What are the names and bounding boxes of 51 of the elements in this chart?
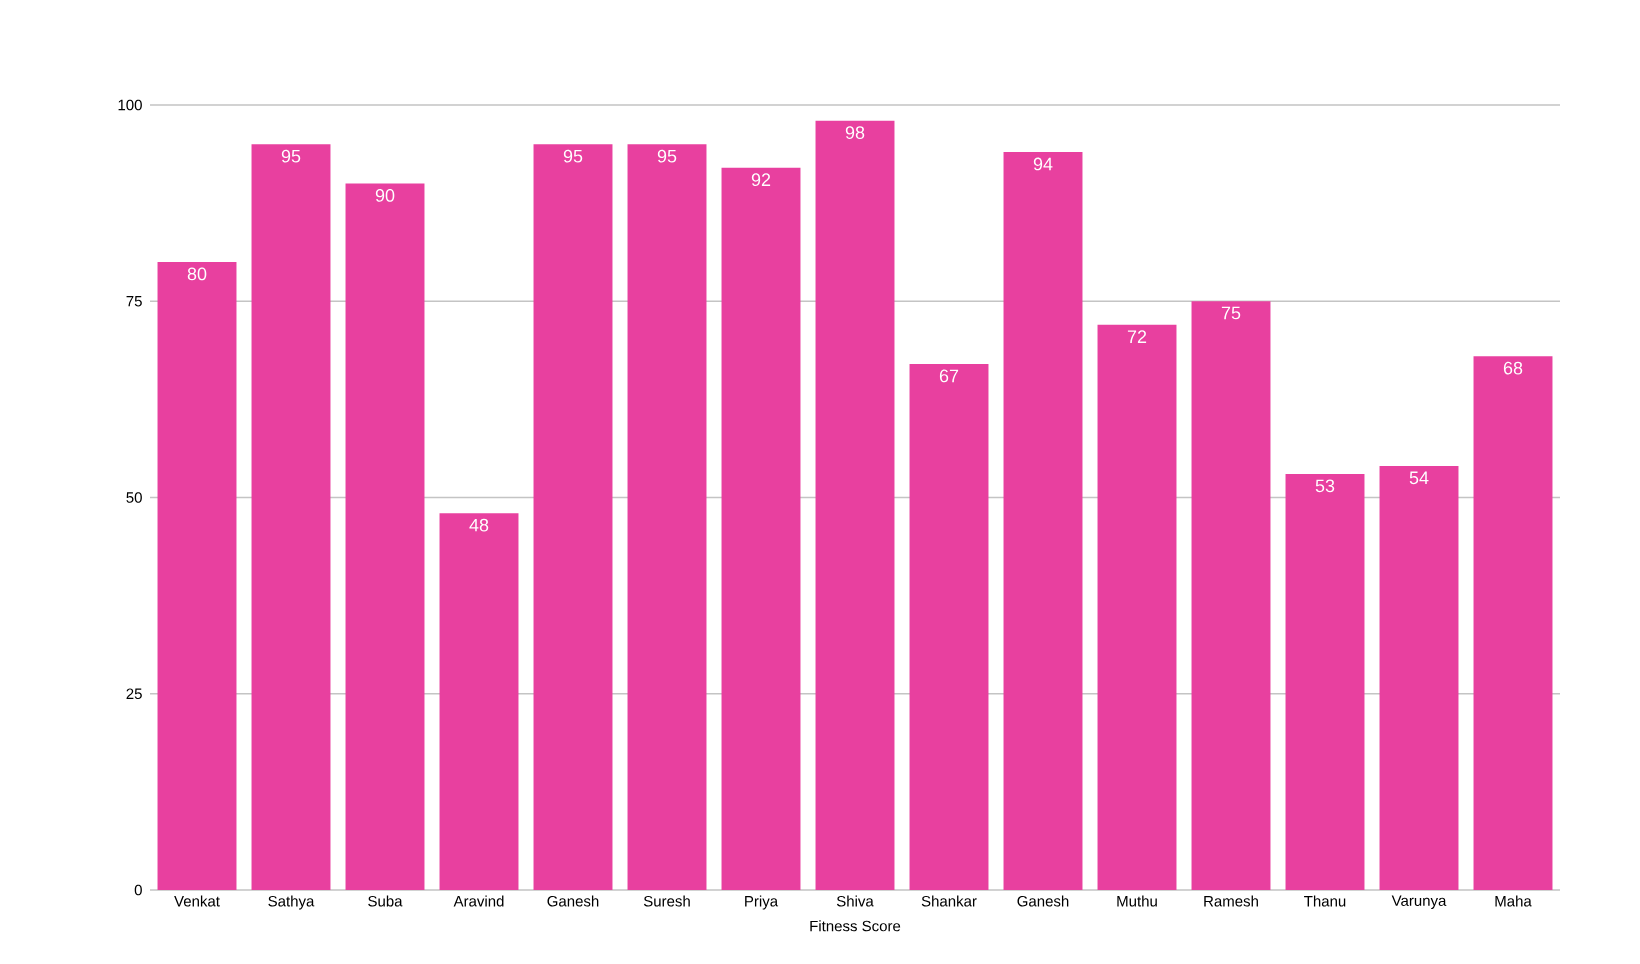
x-tick-label: Thanu [1304, 895, 1346, 907]
data-label: 80 [187, 267, 207, 281]
x-tick-label: Suresh [643, 895, 690, 907]
bar [157, 261, 237, 890]
y-tick-label: 75 [126, 296, 142, 307]
x-axis-title: Fitness Score [810, 920, 901, 932]
bar [721, 167, 801, 890]
data-label: 75 [1221, 306, 1241, 320]
data-label: 72 [1127, 330, 1147, 343]
bar [909, 364, 989, 890]
data-label: 94 [1033, 157, 1053, 171]
x-tick-label: Muthu [1117, 895, 1157, 907]
x-tick-label: Aravind [453, 895, 504, 907]
x-tick-label: Ramesh [1204, 895, 1258, 907]
x-tick-label: Ganesh [547, 895, 599, 907]
data-label: 53 [1315, 479, 1335, 493]
x-tick-label: Suba [368, 895, 403, 907]
bar [1191, 301, 1271, 890]
bar [1473, 356, 1553, 890]
data-label: 95 [563, 149, 583, 163]
bar [439, 513, 519, 890]
data-label: 68 [1503, 361, 1523, 375]
data-label: 67 [939, 369, 959, 383]
data-label: 95 [281, 149, 301, 163]
bar [251, 144, 331, 890]
x-tick-label: Venkat [174, 895, 220, 907]
x-tick-label: Sathya [268, 895, 315, 910]
bar [1285, 473, 1365, 890]
x-tick-label: Priya [745, 895, 779, 910]
bar [533, 144, 613, 890]
data-label: 98 [845, 126, 865, 139]
bar [345, 183, 425, 890]
bar [1097, 324, 1177, 890]
x-tick-label: Shiva [836, 895, 874, 907]
y-tick-label: 100 [118, 99, 142, 111]
y-tick-label: 50 [126, 492, 142, 503]
bar [1379, 466, 1459, 890]
x-tick-label: Shankar [921, 895, 977, 907]
data-label: 54 [1409, 471, 1429, 485]
y-tick-label: 25 [126, 688, 142, 700]
data-label: 90 [375, 189, 395, 202]
bar [627, 144, 707, 890]
bar [815, 120, 895, 890]
data-label: 95 [657, 149, 677, 163]
x-tick-label: Ganesh [1017, 895, 1069, 907]
bar [1003, 152, 1083, 890]
x-tick-label: Varunya [1391, 895, 1447, 909]
y-tick-label: 0 [134, 884, 142, 896]
x-tick-label: Maha [1495, 895, 1532, 907]
data-label: 92 [751, 173, 771, 187]
data-label: 48 [469, 518, 489, 532]
